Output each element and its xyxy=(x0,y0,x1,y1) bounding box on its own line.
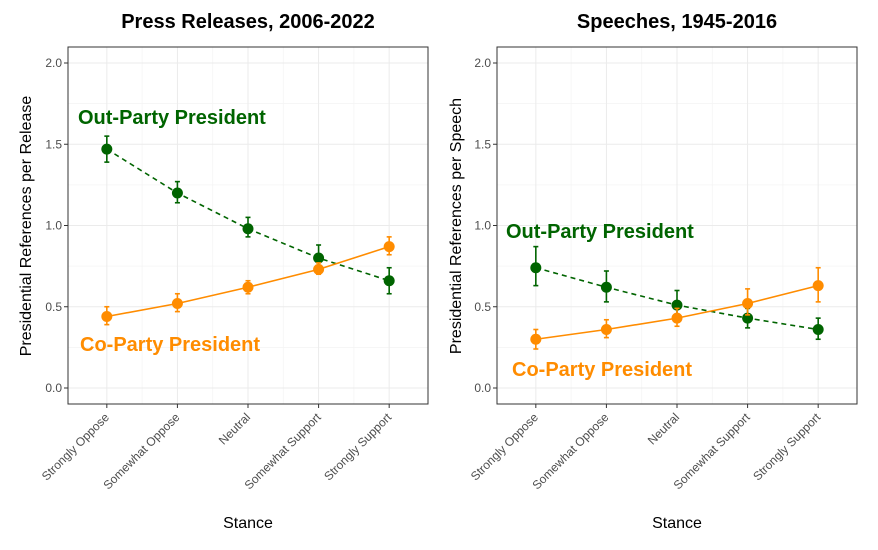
series-annotation: Co-Party President xyxy=(80,334,260,356)
y-tick-label: 0.5 xyxy=(45,300,62,314)
data-point xyxy=(101,311,113,322)
data-point xyxy=(671,299,683,311)
data-point xyxy=(742,312,754,324)
y-tick-label: 0.0 xyxy=(45,381,62,395)
data-point xyxy=(171,298,183,309)
y-tick-label: 2.0 xyxy=(474,56,491,70)
data-point xyxy=(530,333,542,345)
x-tick-label: Somewhat Oppose xyxy=(529,410,611,492)
data-point xyxy=(671,312,683,324)
x-tick-label: Strongly Oppose xyxy=(39,410,112,483)
panel-border xyxy=(67,46,429,405)
data-point xyxy=(383,241,395,253)
y-axis-label: Presidential References per Speech xyxy=(448,98,465,354)
x-tick-label: Strongly Support xyxy=(321,410,395,484)
x-axis-label: Stance xyxy=(652,515,702,532)
data-point xyxy=(742,298,754,309)
y-tick-label: 1.5 xyxy=(45,137,62,151)
data-point xyxy=(313,263,325,275)
series-annotation: Out-Party President xyxy=(506,221,694,243)
data-point xyxy=(242,223,254,235)
data-point xyxy=(530,262,542,274)
x-tick-label: Somewhat Support xyxy=(671,410,754,493)
series-co-party-president xyxy=(530,266,824,350)
data-point xyxy=(600,324,612,335)
series-annotation: Out-Party President xyxy=(78,107,266,129)
press-releases-panel: Press Releases, 2006-2022 Presidential R… xyxy=(18,11,429,532)
x-tick-label: Strongly Oppose xyxy=(468,410,541,483)
y-tick-label: 0.0 xyxy=(474,381,491,395)
panel-border xyxy=(496,46,858,405)
data-point xyxy=(101,143,113,155)
y-tick-label: 1.0 xyxy=(474,219,491,233)
data-point xyxy=(383,275,395,287)
data-point xyxy=(242,281,254,293)
x-axis-label: Stance xyxy=(223,515,273,532)
y-tick-label: 2.0 xyxy=(45,56,62,70)
y-tick-label: 0.5 xyxy=(474,300,491,314)
series-annotation: Co-Party President xyxy=(512,359,692,381)
y-tick-label: 1.5 xyxy=(474,137,491,151)
chart-title: Press Releases, 2006-2022 xyxy=(121,11,375,33)
x-tick-label: Neutral xyxy=(645,410,682,447)
data-point xyxy=(600,281,612,293)
x-tick-label: Somewhat Oppose xyxy=(100,410,182,492)
x-tick-label: Strongly Support xyxy=(750,410,824,484)
y-tick-label: 1.0 xyxy=(45,219,62,233)
series-out-party-president xyxy=(101,135,395,295)
x-tick-label: Somewhat Support xyxy=(242,410,325,493)
x-tick-label: Neutral xyxy=(216,410,253,447)
data-point xyxy=(171,187,183,199)
data-point xyxy=(812,280,824,292)
speeches-panel: Speeches, 1945-2016 Presidential Referen… xyxy=(448,11,858,532)
chart-title: Speeches, 1945-2016 xyxy=(577,11,777,33)
y-axis-label: Presidential References per Release xyxy=(18,96,35,357)
series-co-party-president xyxy=(101,236,395,326)
data-point xyxy=(812,324,824,335)
data-point xyxy=(313,252,325,264)
